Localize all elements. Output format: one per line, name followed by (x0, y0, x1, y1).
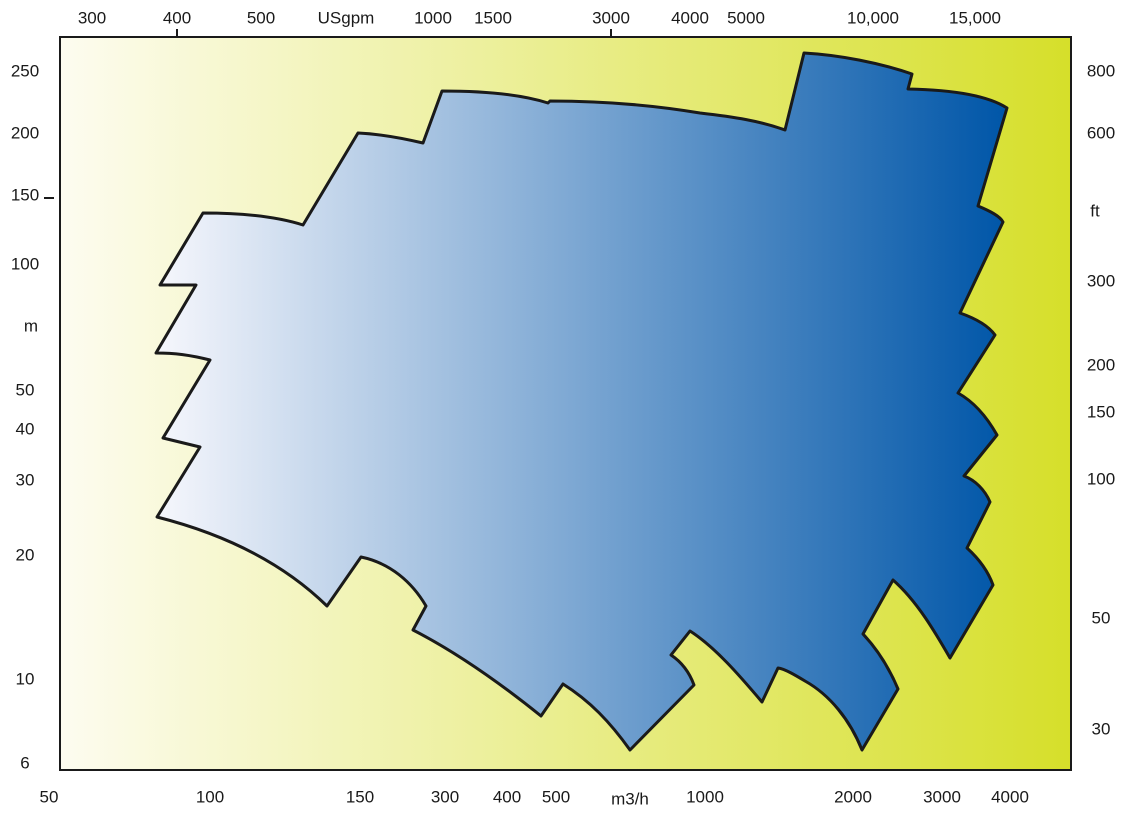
left-tick-label: 40 (16, 419, 35, 438)
top-axis-unit: USgpm (318, 8, 375, 27)
bottom-tick-label: 500 (542, 787, 570, 806)
top-tick-label: 10,000 (847, 8, 899, 27)
bottom-tick-label: 150 (346, 787, 374, 806)
right-tick-label: 200 (1087, 355, 1115, 374)
left-tick-label: 250 (11, 61, 39, 80)
top-tick-label: 1500 (474, 8, 512, 27)
right-tick-label: 300 (1087, 271, 1115, 290)
top-tick-label: 5000 (727, 8, 765, 27)
right-tick-label: 30 (1092, 719, 1111, 738)
right-tick-label: 800 (1087, 61, 1115, 80)
bottom-tick-label: 3000 (923, 787, 961, 806)
right-tick-label: 100 (1087, 469, 1115, 488)
right-axis-unit: ft (1090, 201, 1100, 220)
left-tick-label: 100 (11, 254, 39, 273)
top-tick-label: 500 (247, 8, 275, 27)
top-tick-label: 3000 (592, 8, 630, 27)
right-axis-ticks: 800 600 300 200 150 100 50 30 ft (1087, 61, 1115, 738)
bottom-tick-label: 4000 (991, 787, 1029, 806)
top-tick-label: 300 (78, 8, 106, 27)
left-axis-ticks: 250 200 150 100 50 40 30 20 10 6 m (11, 61, 54, 772)
operating-range-envelope (154, 51, 1009, 752)
bottom-axis-unit: m3/h (611, 789, 649, 808)
bottom-tick-label: 50 (40, 787, 59, 806)
bottom-tick-label: 300 (431, 787, 459, 806)
bottom-tick-label: 400 (493, 787, 521, 806)
left-tick-label: 50 (16, 380, 35, 399)
left-tick-label: 30 (16, 470, 35, 489)
left-tick-label: 150 (11, 185, 39, 204)
bottom-tick-label: 1000 (686, 787, 724, 806)
top-tick-label: 15,000 (949, 8, 1001, 27)
top-tick-label: 1000 (414, 8, 452, 27)
bottom-tick-label: 2000 (834, 787, 872, 806)
top-axis-ticks: 300 400 500 1000 1500 3000 4000 5000 10,000 15,00… (78, 8, 1001, 37)
left-tick-label: 6 (20, 753, 29, 772)
bottom-tick-label: 100 (196, 787, 224, 806)
bottom-axis-ticks: 50 100 150 300 400 500 1000 2000 3000 4000 m3/h (40, 787, 1029, 808)
right-tick-label: 150 (1087, 402, 1115, 421)
left-tick-label: 20 (16, 545, 35, 564)
left-axis-unit: m (24, 316, 38, 335)
left-tick-label: 10 (16, 669, 35, 688)
top-tick-label: 4000 (671, 8, 709, 27)
left-tick-label: 200 (11, 123, 39, 142)
top-tick-label: 400 (163, 8, 191, 27)
right-tick-label: 50 (1092, 608, 1111, 627)
right-tick-label: 600 (1087, 123, 1115, 142)
